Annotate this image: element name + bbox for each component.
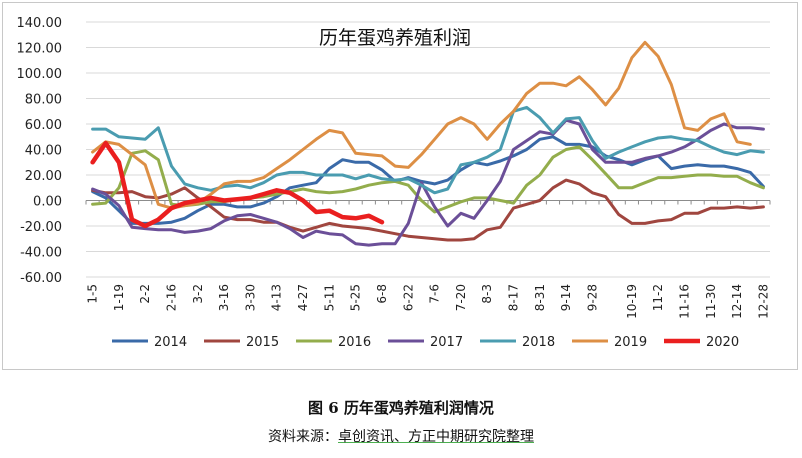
x-tick-label: 8-3 <box>480 284 494 304</box>
x-tick-label: 8-31 <box>533 284 547 311</box>
x-tick-label: 10-19 <box>625 284 639 319</box>
x-tick-label: 5-11 <box>322 284 336 311</box>
y-tick-label: 100.00 <box>17 67 63 82</box>
legend-label-2014: 2014 <box>154 335 187 350</box>
x-tick-label: 2-2 <box>138 284 152 304</box>
x-tick-label: 8-17 <box>507 284 521 311</box>
y-tick-label: 40.00 <box>25 144 62 159</box>
series-line-2016 <box>91 145 765 214</box>
figure-source: 资料来源：卓创资讯、方正中期研究院整理 <box>0 426 802 446</box>
series-line-2020 <box>90 140 385 229</box>
figure-caption: 图 6 历年蛋鸡养殖利润情况 <box>308 399 494 417</box>
x-tick-label: 2-16 <box>165 284 179 311</box>
x-tick-label: 7-6 <box>428 284 442 304</box>
legend-label-2018: 2018 <box>522 335 555 350</box>
line-chart: 140.00 120.00 100.00 80.00 60.00 40.00 20.00 0.… <box>17 16 771 350</box>
chart-title: 历年蛋鸡养殖利润 <box>319 27 471 49</box>
source-body: 卓创资讯、方正中期研究院整理 <box>338 429 534 445</box>
y-tick-label: 80.00 <box>25 93 62 108</box>
legend: 2014 2015 2016 2017 2018 2019 2020 <box>112 335 739 350</box>
x-tick-label: 9-14 <box>559 284 573 311</box>
x-tick-label: 7-20 <box>454 284 468 311</box>
y-axis-tick-labels: 140.00 120.00 100.00 80.00 60.00 40.00 20.00 0.… <box>17 16 63 286</box>
y-tick-label: 60.00 <box>25 118 62 133</box>
x-tick-label: 1-19 <box>112 284 126 311</box>
x-axis: 1-5 1-19 2-2 2-16 3-2 3-16 3-30 4-13 4-27 5-11 5-2… <box>85 200 771 319</box>
x-tick-label: 4-13 <box>270 284 284 311</box>
legend-label-2020: 2020 <box>706 335 739 350</box>
x-tick-label: 11-2 <box>651 284 665 311</box>
legend-label-2019: 2019 <box>614 335 647 350</box>
x-tick-label: 1-5 <box>86 284 100 304</box>
series-line-2017 <box>91 118 765 247</box>
source-prefix: 资料来源： <box>268 429 338 445</box>
x-tick-label: 9-28 <box>585 284 599 311</box>
y-tick-label: 140.00 <box>17 16 63 31</box>
x-tick-label: 3-16 <box>217 284 231 311</box>
x-tick-label: 6-8 <box>375 284 389 304</box>
legend-label-2015: 2015 <box>246 335 279 350</box>
x-tick-label: 12-14 <box>730 284 744 319</box>
x-tick-label: 5-25 <box>349 284 363 311</box>
series-lines <box>90 40 765 247</box>
grid-lines <box>86 21 770 278</box>
chart-frame <box>2 2 798 370</box>
series-line-2018 <box>91 105 765 195</box>
y-tick-label: 0.00 <box>33 195 62 210</box>
x-tick-label: 11-30 <box>704 284 718 319</box>
y-tick-label: -40.00 <box>20 246 62 261</box>
y-tick-label: 20.00 <box>25 169 62 184</box>
legend-label-2016: 2016 <box>338 335 371 350</box>
x-tick-label: 6-22 <box>401 284 415 311</box>
x-tick-label: 4-27 <box>296 284 310 311</box>
y-tick-label: -60.00 <box>20 271 62 286</box>
x-tick-label: 12-28 <box>756 284 770 319</box>
x-tick-label: 11-16 <box>678 284 692 319</box>
y-tick-label: -20.00 <box>20 220 62 235</box>
x-tick-label: 3-30 <box>243 284 257 311</box>
y-tick-label: 120.00 <box>17 42 63 57</box>
x-tick-label: 3-2 <box>191 284 205 304</box>
legend-label-2017: 2017 <box>430 335 463 350</box>
